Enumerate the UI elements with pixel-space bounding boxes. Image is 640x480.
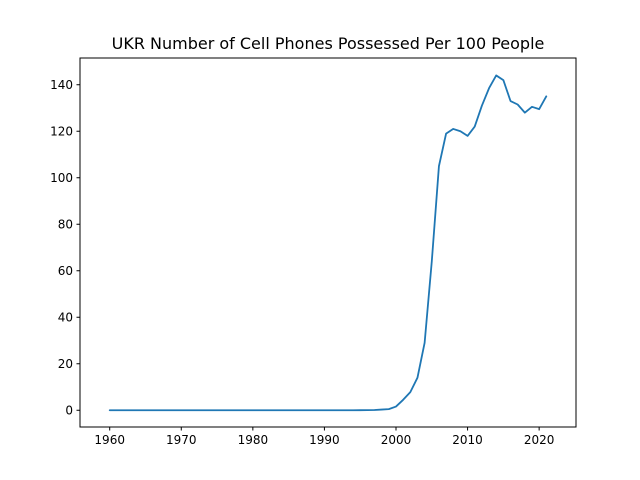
y-tick-label: 0 bbox=[65, 404, 73, 418]
y-axis: 0 20 40 60 80 100 120 140 bbox=[50, 78, 80, 418]
chart-title: UKR Number of Cell Phones Possessed Per … bbox=[112, 34, 545, 53]
x-tick-label: 1990 bbox=[309, 433, 340, 447]
y-tick-label: 60 bbox=[58, 264, 73, 278]
x-tick-label: 2000 bbox=[381, 433, 412, 447]
y-tick-label: 100 bbox=[50, 171, 73, 185]
x-tick-label: 2010 bbox=[452, 433, 483, 447]
x-tick-label: 1960 bbox=[94, 433, 125, 447]
x-tick-label: 1980 bbox=[238, 433, 269, 447]
x-tick-label: 1970 bbox=[166, 433, 197, 447]
y-tick-label: 140 bbox=[50, 78, 73, 92]
x-axis: 1960 1970 1980 1990 2000 2010 2020 bbox=[94, 427, 554, 447]
series-line-0 bbox=[108, 74, 548, 412]
y-tick-label: 40 bbox=[58, 311, 73, 325]
series-layer bbox=[108, 74, 548, 412]
y-tick-label: 80 bbox=[58, 218, 73, 232]
y-tick-label: 120 bbox=[50, 125, 73, 139]
x-tick-label: 2020 bbox=[524, 433, 555, 447]
plot-frame bbox=[79, 57, 577, 428]
y-tick-label: 20 bbox=[58, 357, 73, 371]
